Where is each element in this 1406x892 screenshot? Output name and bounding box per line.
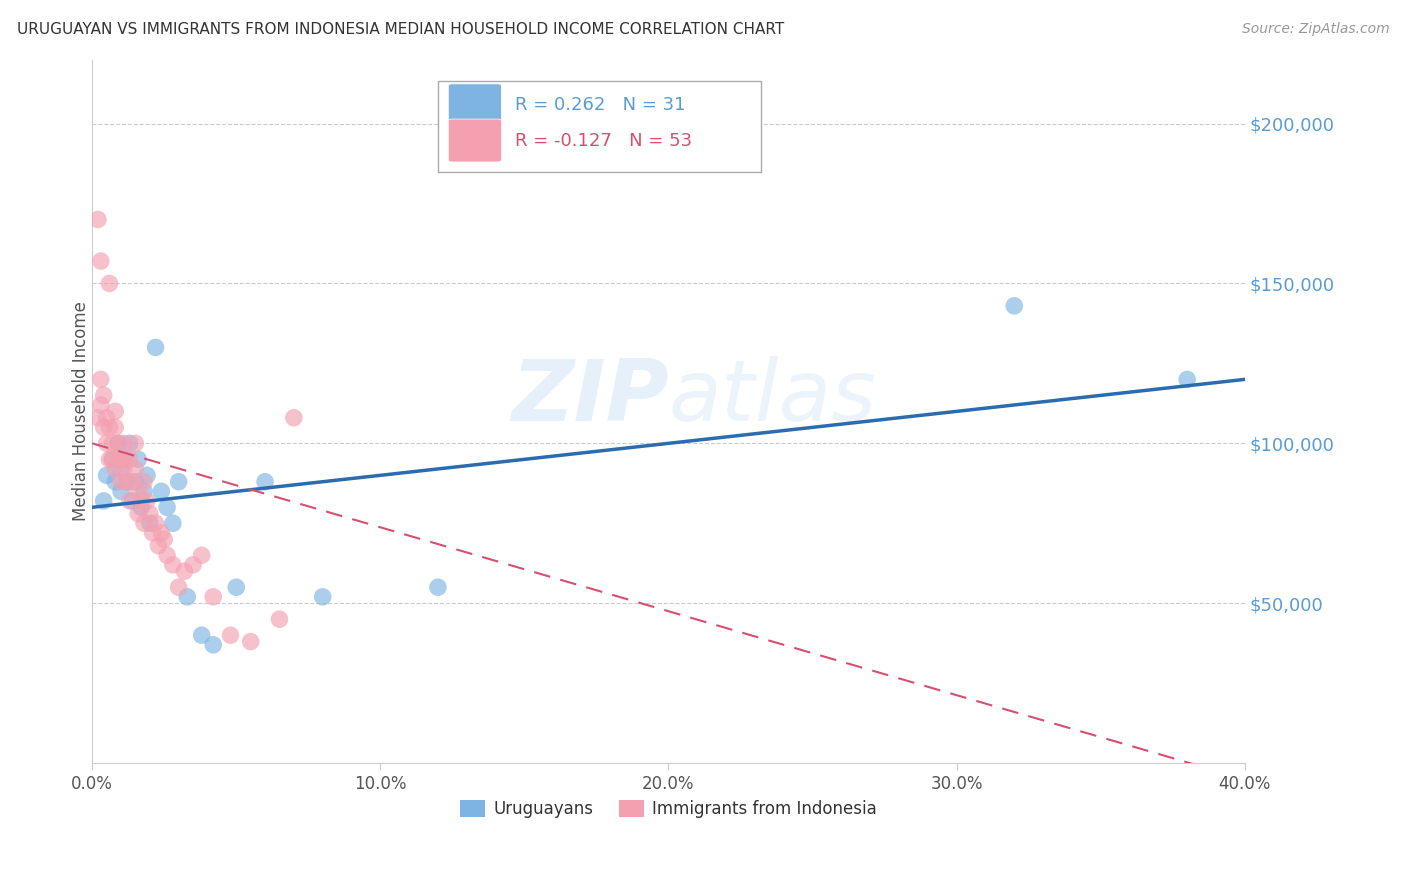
Point xyxy=(148,539,170,553)
Point xyxy=(145,516,167,531)
Point xyxy=(225,580,247,594)
Point xyxy=(173,564,195,578)
Point xyxy=(124,462,146,476)
Text: Source: ZipAtlas.com: Source: ZipAtlas.com xyxy=(1241,22,1389,37)
Point xyxy=(190,628,212,642)
Point xyxy=(110,452,132,467)
Point xyxy=(312,590,335,604)
Point xyxy=(219,628,242,642)
Point xyxy=(124,436,146,450)
Text: ZIP: ZIP xyxy=(510,356,668,439)
Point xyxy=(150,484,173,499)
Point xyxy=(124,475,146,489)
Point xyxy=(110,475,132,489)
Point xyxy=(127,452,149,467)
Point xyxy=(115,452,138,467)
Point xyxy=(139,507,162,521)
Point xyxy=(202,638,225,652)
Point xyxy=(1175,372,1198,386)
Y-axis label: Median Household Income: Median Household Income xyxy=(72,301,90,521)
Point xyxy=(118,494,141,508)
Point xyxy=(96,436,118,450)
Point xyxy=(107,452,129,467)
Point xyxy=(162,558,184,572)
Point xyxy=(1002,299,1025,313)
Point xyxy=(176,590,198,604)
Point xyxy=(110,484,132,499)
Point xyxy=(98,277,121,291)
Point xyxy=(115,475,138,489)
Point xyxy=(87,212,110,227)
Point xyxy=(202,590,225,604)
Point xyxy=(167,475,190,489)
Point xyxy=(112,436,135,450)
Point xyxy=(90,372,112,386)
Point xyxy=(269,612,291,626)
Point xyxy=(239,634,262,648)
Point xyxy=(93,494,115,508)
Point xyxy=(115,475,138,489)
Point xyxy=(135,494,157,508)
Point xyxy=(132,484,155,499)
Point xyxy=(145,340,167,354)
Point xyxy=(107,436,129,450)
Text: R = 0.262   N = 31: R = 0.262 N = 31 xyxy=(515,96,686,114)
Point xyxy=(150,525,173,540)
Point xyxy=(127,484,149,499)
Point xyxy=(96,468,118,483)
Point xyxy=(139,516,162,531)
Point xyxy=(90,254,112,268)
Point xyxy=(101,452,124,467)
FancyBboxPatch shape xyxy=(449,119,502,162)
Point xyxy=(426,580,449,594)
Point xyxy=(93,388,115,402)
Point xyxy=(96,410,118,425)
Point xyxy=(121,494,143,508)
Point xyxy=(112,452,135,467)
Point xyxy=(118,436,141,450)
Point xyxy=(167,580,190,594)
Point xyxy=(283,410,305,425)
Point xyxy=(132,516,155,531)
Point xyxy=(190,548,212,562)
Point xyxy=(101,452,124,467)
Point xyxy=(110,462,132,476)
Point xyxy=(132,475,155,489)
Point xyxy=(156,548,179,562)
Text: R = -0.127   N = 53: R = -0.127 N = 53 xyxy=(515,131,692,150)
Point xyxy=(107,436,129,450)
Point xyxy=(87,410,110,425)
FancyBboxPatch shape xyxy=(449,84,502,127)
Point xyxy=(98,452,121,467)
Text: URUGUAYAN VS IMMIGRANTS FROM INDONESIA MEDIAN HOUSEHOLD INCOME CORRELATION CHART: URUGUAYAN VS IMMIGRANTS FROM INDONESIA M… xyxy=(17,22,785,37)
Point xyxy=(93,420,115,434)
Point xyxy=(129,500,152,515)
Point xyxy=(98,420,121,434)
Point xyxy=(104,475,127,489)
Point xyxy=(153,533,176,547)
Point xyxy=(118,452,141,467)
Point xyxy=(129,494,152,508)
Point xyxy=(254,475,277,489)
FancyBboxPatch shape xyxy=(437,80,761,172)
Point xyxy=(101,436,124,450)
Legend: Uruguayans, Immigrants from Indonesia: Uruguayans, Immigrants from Indonesia xyxy=(454,794,883,825)
Point xyxy=(121,475,143,489)
Point xyxy=(181,558,204,572)
Point xyxy=(90,398,112,412)
Text: atlas: atlas xyxy=(668,356,876,439)
Point xyxy=(162,516,184,531)
Point xyxy=(104,404,127,418)
Point xyxy=(112,462,135,476)
Point xyxy=(104,420,127,434)
Point xyxy=(104,462,127,476)
Point xyxy=(142,525,165,540)
Point xyxy=(135,468,157,483)
Point xyxy=(127,507,149,521)
Point xyxy=(156,500,179,515)
